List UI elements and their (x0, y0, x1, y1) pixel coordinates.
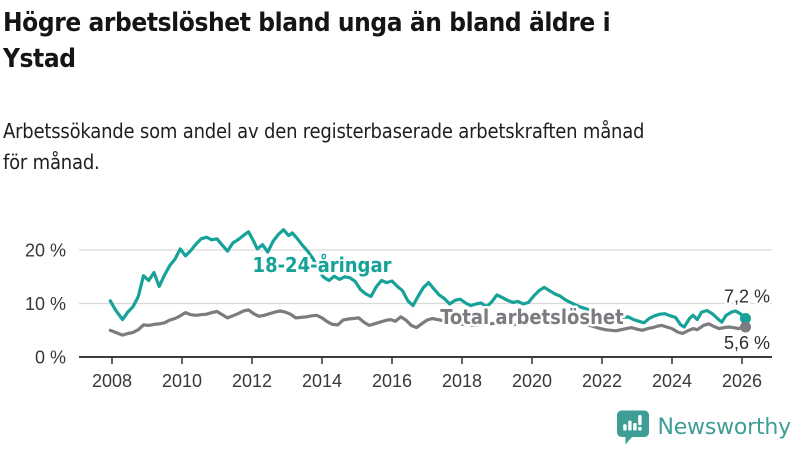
subtitle-line-2: för månad. (3, 150, 100, 174)
series-line-18-24-ringar (108, 228, 748, 329)
x-tick-label: 2022 (582, 371, 622, 391)
page-title: Högre arbetslöshet bland unga än bland ä… (3, 5, 783, 77)
x-tick-label: 2018 (442, 371, 482, 391)
x-tick-label: 2010 (162, 371, 202, 391)
x-tick-label: 2008 (92, 371, 132, 391)
newsworthy-logo-text: Newsworthy (657, 415, 791, 440)
newsworthy-logo: Newsworthy (617, 410, 791, 445)
series-inline-label: 18-24-åringar (253, 253, 392, 277)
x-tick-label: 2026 (722, 371, 762, 391)
chart-subtitle: Arbetssökande som andel av den registerb… (3, 116, 783, 178)
series-end-dot (740, 321, 751, 333)
newsworthy-logo-icon (617, 410, 650, 445)
series-end-value-label: 5,6 % (724, 333, 770, 353)
y-tick-label: 10 % (25, 294, 66, 314)
title-line-2: Ystad (3, 44, 76, 74)
series-end-value-label: 7,2 % (724, 286, 770, 306)
y-tick-label: 0 % (35, 348, 66, 368)
x-tick-label: 2024 (652, 371, 692, 391)
x-tick-label: 2016 (372, 371, 412, 391)
x-tick-label: 2012 (232, 371, 272, 391)
subtitle-line-1: Arbetssökande som andel av den registerb… (3, 119, 645, 143)
x-tick-label: 2014 (302, 371, 342, 391)
series-inline-label: Total arbetslöshet (440, 305, 624, 329)
series-end-dot (740, 312, 751, 324)
title-line-1: Högre arbetslöshet bland unga än bland ä… (3, 8, 611, 38)
series-line-total-arbetsl-shet (108, 308, 748, 337)
y-tick-label: 20 % (25, 241, 66, 261)
x-tick-label: 2020 (512, 371, 552, 391)
